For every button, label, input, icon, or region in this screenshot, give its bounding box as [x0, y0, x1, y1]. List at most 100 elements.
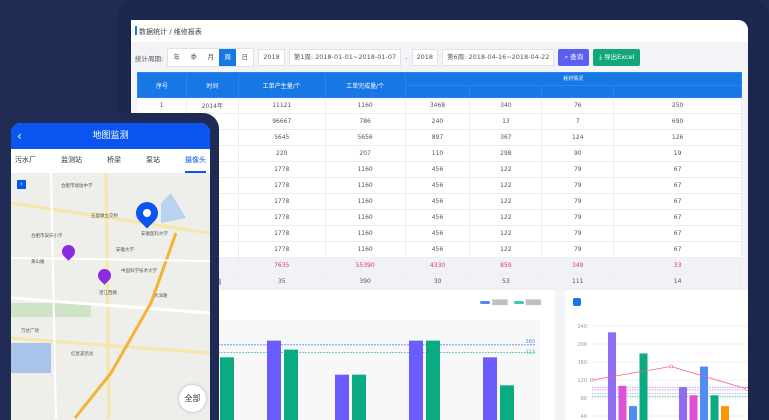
- table-cell: 349: [541, 257, 615, 274]
- table-row: 1778 1160 456 122 79 67: [137, 241, 742, 258]
- table-cell: 456: [405, 225, 471, 242]
- table-cell: 1778: [238, 209, 326, 226]
- table-cell: 79: [541, 209, 615, 226]
- bar: [608, 332, 616, 420]
- phone-tabs: 污水厂 监测站 桥梁 泵站 摄像头: [11, 149, 210, 173]
- back-icon[interactable]: ‹: [17, 129, 22, 143]
- table-cell: 122: [469, 177, 543, 194]
- trend-point: [745, 387, 748, 391]
- tablet-screen: 数据统计 / 维修报表 统计周期: 年 季 月 周 日 2018 第1周: 20…: [131, 20, 748, 420]
- period-month[interactable]: 月: [207, 53, 214, 61]
- breadcrumb: 数据统计 / 维修报表: [131, 20, 748, 42]
- table-cell: 33: [613, 257, 742, 274]
- y-tick-label: 40: [581, 414, 587, 420]
- table-cell: 4330: [405, 257, 471, 274]
- table-cell: 5645: [238, 129, 326, 146]
- table-cell: 122: [469, 209, 543, 226]
- tab-pump-station[interactable]: 泵站: [146, 156, 160, 164]
- col-completed: 工单完成量/个: [324, 72, 406, 98]
- map-label: 万达广场: [21, 329, 39, 334]
- table-cell: 220: [238, 145, 326, 162]
- chart-legend: ▒▒▒▒ ▒▒▒▒: [480, 300, 541, 306]
- table-row: 1778 1160 456 122 79 67: [137, 177, 742, 194]
- trend-point: [669, 364, 673, 369]
- table-cell: 1160: [325, 209, 406, 226]
- table-row: 96667 786 240 13 7 690: [137, 113, 742, 130]
- table-cell: 79: [541, 241, 615, 258]
- table-cell: 859: [469, 257, 543, 274]
- tab-camera[interactable]: 摄像头: [185, 149, 206, 173]
- table-cell: 1778: [238, 161, 326, 178]
- tab-monitor-station[interactable]: 监测站: [61, 156, 82, 164]
- table-cell: 79: [541, 161, 615, 178]
- table-cell: 1160: [325, 225, 406, 242]
- map-label: 黄山路: [31, 260, 45, 265]
- table-cell: 90: [541, 145, 615, 162]
- bar: [679, 387, 687, 420]
- bar: [267, 340, 281, 420]
- table-cell: 207: [325, 145, 406, 162]
- period-quarter[interactable]: 季: [190, 53, 197, 61]
- bar: [700, 366, 708, 420]
- end-year-select[interactable]: 2018: [411, 49, 439, 66]
- table-cell: 122: [469, 161, 543, 178]
- table-row: 合计763555390433085934933: [137, 257, 742, 274]
- table-cell: 110: [405, 145, 471, 162]
- period-week[interactable]: 周: [219, 49, 237, 66]
- bar: [284, 349, 298, 420]
- map-view[interactable]: 合肥市琥珀中学 五里墩立交桥 合肥市安庆小学 安徽大学 黄山路 望江西路 中国科…: [11, 172, 210, 420]
- table-cell: 111: [541, 273, 615, 290]
- table-cell: 5656: [325, 129, 406, 146]
- map-label: 安徽大学: [116, 248, 134, 253]
- table-row: 1 2014年 11121 1160 3468 340 76 250: [137, 97, 742, 114]
- sub-col: [541, 84, 615, 98]
- tab-bridge[interactable]: 桥梁: [107, 156, 121, 164]
- table-cell: 456: [405, 241, 471, 258]
- y-tick-label: 160: [577, 360, 587, 366]
- table-row: 1778 1160 456 122 79 67: [137, 161, 742, 178]
- period-year[interactable]: 年: [173, 53, 180, 61]
- table-cell: 67: [613, 241, 742, 258]
- end-week-select[interactable]: 第6周: 2018-04-16~2018-04-22: [442, 49, 555, 66]
- export-excel-button[interactable]: ⤓ 导出Excel: [593, 49, 641, 66]
- tab-sewage-plant[interactable]: 污水厂: [15, 156, 36, 164]
- reference-label: 323: [525, 350, 535, 356]
- start-year-select[interactable]: 2018: [258, 49, 285, 66]
- table-cell: 76: [541, 97, 615, 114]
- reference-label: 360: [525, 339, 535, 345]
- table-cell: 79: [541, 225, 615, 242]
- bar: [618, 385, 627, 420]
- bar: [500, 385, 514, 420]
- table-row: 平均值35390305311114: [137, 273, 742, 290]
- table-cell: 367: [469, 129, 543, 146]
- chart-icon: [573, 298, 581, 306]
- sub-col: [469, 84, 543, 98]
- period-day[interactable]: 日: [241, 53, 248, 61]
- table-cell: 67: [613, 161, 742, 178]
- table-cell: 124: [541, 129, 615, 146]
- map-label: 合肥市琥珀中学: [61, 184, 93, 189]
- table-cell: 19: [613, 145, 742, 162]
- table-row: 5645 5656 897 367 124 126: [137, 129, 742, 146]
- table-cell: 122: [469, 225, 543, 242]
- bar: [721, 406, 729, 420]
- table-cell: 298: [469, 145, 543, 162]
- y-tick-label: 80: [581, 396, 587, 402]
- table-cell: 1778: [238, 241, 326, 258]
- show-all-button[interactable]: 全部: [179, 385, 206, 412]
- phone-screen: ‹ 地图监测 污水厂 监测站 桥梁 泵站 摄像头 合肥市琥珀中学 五里墩立交桥 …: [11, 123, 210, 420]
- table-cell: 456: [405, 209, 471, 226]
- expand-panel-icon[interactable]: ›: [17, 180, 26, 189]
- table-cell: 67: [613, 193, 742, 210]
- trend-point: [590, 378, 594, 382]
- table-cell: 3468: [405, 97, 471, 114]
- phone-header: ‹ 地图监测: [11, 123, 210, 149]
- table-cell: 122: [469, 193, 543, 210]
- start-week-select[interactable]: 第1周: 2018-01-01~2018-01-07: [288, 49, 402, 66]
- bar: [689, 395, 698, 420]
- workorder-chart-panel: ▒▒▒▒ ▒▒▒▒ 360 323: [215, 290, 555, 420]
- query-button[interactable]: ⌕ 查询: [558, 49, 590, 66]
- workorder-bar-chart: 360 323: [215, 320, 540, 420]
- map-label: 中国科学技术大学: [121, 269, 157, 274]
- table-cell: 786: [325, 113, 406, 130]
